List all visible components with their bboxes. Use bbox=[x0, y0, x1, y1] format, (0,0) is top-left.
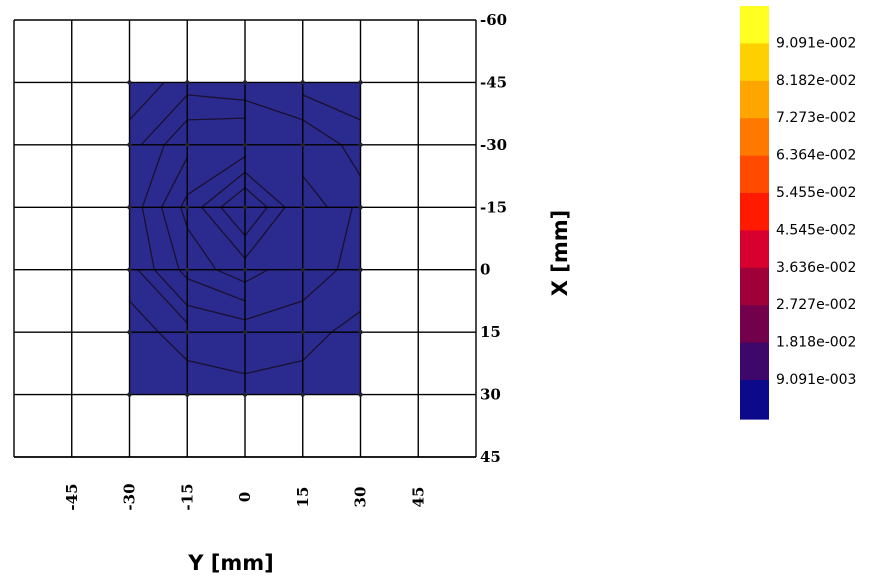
mesh-node bbox=[300, 142, 305, 148]
colorbar-swatch bbox=[740, 155, 769, 194]
mesh-node bbox=[185, 267, 190, 272]
x-tick-label: 0 bbox=[236, 492, 254, 502]
mesh-node bbox=[358, 392, 363, 397]
colorbar-swatch bbox=[740, 342, 769, 381]
mesh-node bbox=[242, 392, 248, 397]
mesh-node bbox=[185, 80, 190, 85]
x-axis-title: Y [mm] bbox=[187, 551, 273, 575]
mesh-node bbox=[358, 80, 363, 85]
y-tick-label: 45 bbox=[480, 448, 501, 466]
colorbar-label: 9.091e-003 bbox=[776, 372, 856, 388]
colorbar-label: 2.727e-002 bbox=[776, 297, 856, 313]
contour-line bbox=[141, 117, 353, 321]
colorbar-swatch bbox=[740, 305, 769, 344]
colorbar-swatch bbox=[740, 6, 769, 44]
contour-line bbox=[201, 171, 286, 260]
y-tick-label: 0 bbox=[480, 261, 490, 279]
y-axis-title: X [mm] bbox=[548, 210, 572, 296]
x-tick-label: -30 bbox=[121, 483, 139, 510]
contour-line bbox=[160, 156, 329, 302]
mesh-node bbox=[300, 329, 305, 335]
contour-line bbox=[137, 94, 362, 324]
mesh-node bbox=[185, 392, 190, 397]
colorbar-label: 4.545e-002 bbox=[776, 222, 856, 238]
colorbar-label: 1.818e-002 bbox=[776, 335, 856, 351]
colorbar-label: 5.455e-002 bbox=[776, 185, 856, 201]
x-tick-labels: -45 -30 -15 0 15 30 45 bbox=[63, 483, 428, 510]
mesh-nodes bbox=[127, 80, 363, 397]
mesh-node bbox=[127, 392, 132, 397]
colorbar-label: 8.182e-002 bbox=[776, 73, 856, 89]
x-tick-label: -15 bbox=[178, 483, 196, 510]
contour-line bbox=[220, 187, 268, 237]
colorbar-label: 6.364e-002 bbox=[776, 148, 856, 164]
x-tick-label: 30 bbox=[352, 487, 370, 508]
mesh-node bbox=[127, 80, 132, 85]
mesh-node bbox=[242, 80, 248, 85]
mesh-node bbox=[300, 267, 305, 272]
mesh-node bbox=[127, 267, 132, 272]
mesh-node bbox=[185, 205, 190, 210]
mesh-node bbox=[185, 142, 190, 148]
mesh-node bbox=[127, 205, 132, 210]
mesh-node bbox=[127, 142, 132, 148]
mesh-node bbox=[185, 329, 190, 335]
mesh-node bbox=[300, 80, 305, 85]
y-tick-label: 30 bbox=[480, 386, 501, 404]
y-tick-label: -30 bbox=[480, 136, 507, 154]
contour-line bbox=[128, 81, 362, 375]
y-tick-label: -60 bbox=[480, 11, 507, 29]
mesh-node bbox=[358, 329, 363, 335]
y-tick-label: -45 bbox=[480, 73, 507, 91]
colorbar-label: 7.273e-002 bbox=[776, 110, 856, 126]
mesh-node bbox=[242, 205, 248, 210]
y-tick-labels: -60 -45 -30 -15 0 15 30 45 bbox=[480, 11, 507, 466]
mesh-node bbox=[242, 267, 248, 272]
y-tick-label: 15 bbox=[480, 323, 501, 341]
mesh-node bbox=[127, 329, 132, 335]
colorbar-swatch bbox=[740, 43, 769, 82]
colorbar-swatch bbox=[740, 80, 769, 119]
colorbar-swatch bbox=[740, 267, 769, 306]
colorbar-swatch bbox=[740, 230, 769, 269]
x-tick-label: 15 bbox=[294, 487, 312, 508]
y-tick-label: -15 bbox=[480, 198, 507, 216]
mesh-node bbox=[300, 205, 305, 210]
x-tick-label: -45 bbox=[63, 483, 81, 510]
mesh-node bbox=[242, 142, 248, 148]
contour-line bbox=[180, 155, 269, 283]
colorbar-label: 3.636e-002 bbox=[776, 260, 856, 276]
grid-lines bbox=[13, 19, 477, 458]
colorbar-label: 9.091e-002 bbox=[776, 35, 856, 51]
colorbar: 9.091e-002 8.182e-002 7.273e-002 6.364e-002… bbox=[740, 6, 856, 420]
colorbar-swatch bbox=[740, 193, 769, 231]
colorbar-swatch bbox=[740, 380, 769, 420]
mesh-node bbox=[242, 329, 248, 335]
x-tick-label: 45 bbox=[409, 487, 427, 508]
mesh-node bbox=[358, 267, 363, 272]
colorbar-swatch bbox=[740, 118, 769, 157]
mesh-node bbox=[358, 142, 363, 148]
mesh-node bbox=[300, 392, 305, 397]
mesh-node bbox=[358, 205, 363, 210]
contour-lines bbox=[128, 81, 362, 375]
